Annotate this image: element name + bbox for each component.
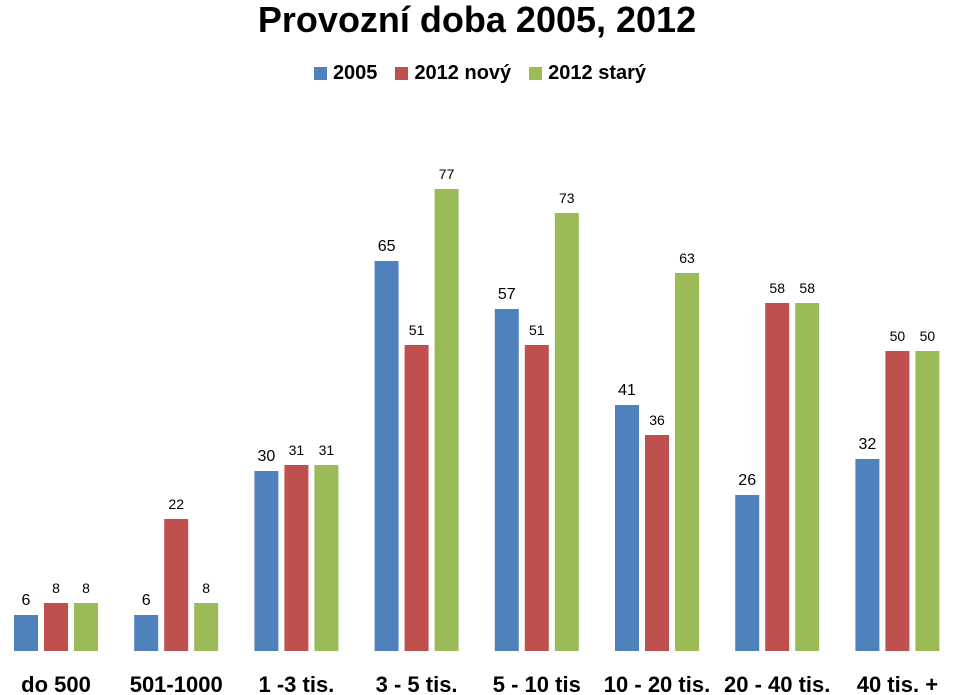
data-label-0-2: 8	[82, 580, 90, 596]
data-label-2-2: 31	[319, 442, 335, 458]
bar-4-1	[524, 345, 549, 651]
data-label-2-1: 31	[289, 442, 305, 458]
data-label-7-2: 50	[920, 328, 936, 344]
data-label-7-1: 50	[890, 328, 906, 344]
bar-3-0	[374, 261, 399, 651]
category-label-4: 5 - 10 tis	[493, 672, 581, 695]
bar-0-0	[14, 615, 38, 651]
legend-item-0: 2005	[313, 58, 378, 88]
legend-swatch-2	[529, 66, 543, 80]
bar-5-0	[615, 405, 639, 651]
legend-label-2: 2012 starý	[548, 61, 647, 84]
bar-6-2	[795, 303, 820, 651]
legend-swatch-0	[313, 66, 327, 80]
bar-2-0	[254, 471, 279, 651]
data-label-6-1: 58	[769, 280, 785, 296]
category-label-3: 3 - 5 tis.	[376, 672, 458, 695]
data-label-7-0: 32	[859, 436, 877, 453]
bar-5-2	[675, 273, 699, 651]
category-label-6: 20 - 40 tis.	[724, 672, 830, 695]
bar-4-2	[554, 213, 579, 651]
category-label-1: 501-1000	[130, 672, 223, 695]
data-label-5-2: 63	[679, 250, 695, 266]
data-label-4-1: 51	[529, 322, 545, 338]
legend-label-1: 2012 nový	[414, 61, 512, 84]
data-label-5-1: 36	[649, 412, 665, 428]
data-label-2-0: 30	[258, 448, 276, 465]
data-label-4-0: 57	[498, 286, 516, 303]
category-label-0: do 500	[21, 672, 91, 695]
bar-1-1	[164, 519, 189, 651]
bar-3-1	[404, 345, 429, 651]
data-label-6-0: 26	[738, 472, 756, 489]
data-label-1-0: 6	[142, 592, 151, 609]
chart-title: Provozní doba 2005, 2012	[257, 0, 697, 40]
legend-label-0: 2005	[332, 61, 378, 84]
data-label-5-0: 41	[618, 382, 636, 399]
category-label-2: 1 -3 tis.	[258, 672, 334, 695]
data-label-3-0: 65	[378, 238, 396, 255]
data-label-4-2: 73	[559, 190, 575, 206]
bar-6-0	[735, 495, 760, 651]
bar-4-0	[494, 309, 519, 651]
legend-item-2: 2012 starý	[529, 58, 646, 88]
data-label-0-0: 6	[22, 592, 31, 609]
bar-1-2	[194, 603, 219, 651]
bar-5-1	[645, 435, 669, 651]
legend: 2005 2012 nový 2012 starý	[0, 58, 960, 88]
data-label-3-2: 77	[439, 166, 455, 182]
legend-swatch-1	[395, 66, 409, 80]
data-label-1-1: 22	[168, 496, 184, 512]
bar-2-1	[284, 465, 309, 651]
bar-0-2	[74, 603, 98, 651]
data-label-6-2: 58	[799, 280, 815, 296]
data-label-1-2: 8	[202, 580, 210, 596]
category-label-7: 40 tis. +	[857, 672, 938, 695]
bar-3-2	[434, 189, 459, 651]
category-label-5: 10 - 20 tis.	[604, 672, 710, 695]
bar-7-2	[915, 351, 940, 651]
legend-item-1: 2012 nový	[395, 58, 511, 88]
bar-7-0	[855, 459, 880, 651]
bar-7-1	[885, 351, 910, 651]
bar-6-1	[765, 303, 790, 651]
bar-0-1	[44, 603, 68, 651]
data-label-3-1: 51	[409, 322, 425, 338]
bar-1-0	[134, 615, 159, 651]
data-label-0-1: 8	[52, 580, 60, 596]
bar-2-2	[314, 465, 339, 651]
